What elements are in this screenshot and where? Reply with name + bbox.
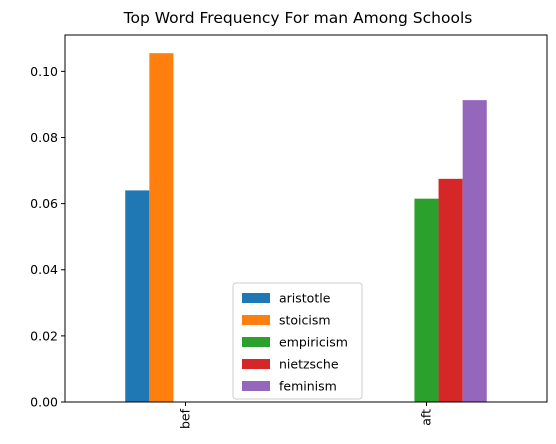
bar-feminism-aft (462, 100, 487, 402)
legend: aristotle stoicism empiricism nietzsche femi… (232, 282, 363, 400)
y-tick-label: 0.10 (30, 64, 58, 79)
plot-frame (64, 34, 548, 403)
legend-swatch-stoicism (242, 315, 270, 325)
legend-box (232, 282, 363, 400)
y-tick-label: 0.06 (30, 196, 58, 211)
bar-empiricism-aft (414, 198, 439, 402)
y-tick-label: 0.00 (30, 395, 58, 410)
y-tick-label: 0.02 (30, 328, 58, 343)
y-tick-label: 0.08 (30, 130, 58, 145)
legend-swatch-nietzsche (242, 359, 270, 369)
legend-swatch-aristotle (242, 293, 270, 303)
legend-swatch-empiricism (242, 337, 270, 347)
y-axis: 0.00 0.02 0.04 0.06 0.08 0.10 (30, 64, 65, 410)
bar-nietzsche-aft (438, 178, 463, 402)
legend-label-empiricism: empiricism (279, 335, 348, 350)
legend-label-aristotle: aristotle (279, 291, 331, 306)
chart-title: Top Word Frequency For man Among Schools (123, 9, 473, 27)
bar-stoicism-bef (149, 53, 174, 403)
bar-aristotle-bef (125, 190, 150, 402)
y-tick-label: 0.04 (30, 262, 58, 277)
x-tick-label-bef: bef (178, 408, 193, 429)
legend-label-feminism: feminism (279, 379, 337, 394)
bars-group (125, 53, 487, 403)
legend-swatch-feminism (242, 381, 270, 391)
legend-label-stoicism: stoicism (279, 313, 331, 328)
x-tick-label-aft: aft (419, 409, 434, 426)
x-axis: bef aft (178, 402, 434, 429)
legend-label-nietzsche: nietzsche (279, 357, 339, 372)
